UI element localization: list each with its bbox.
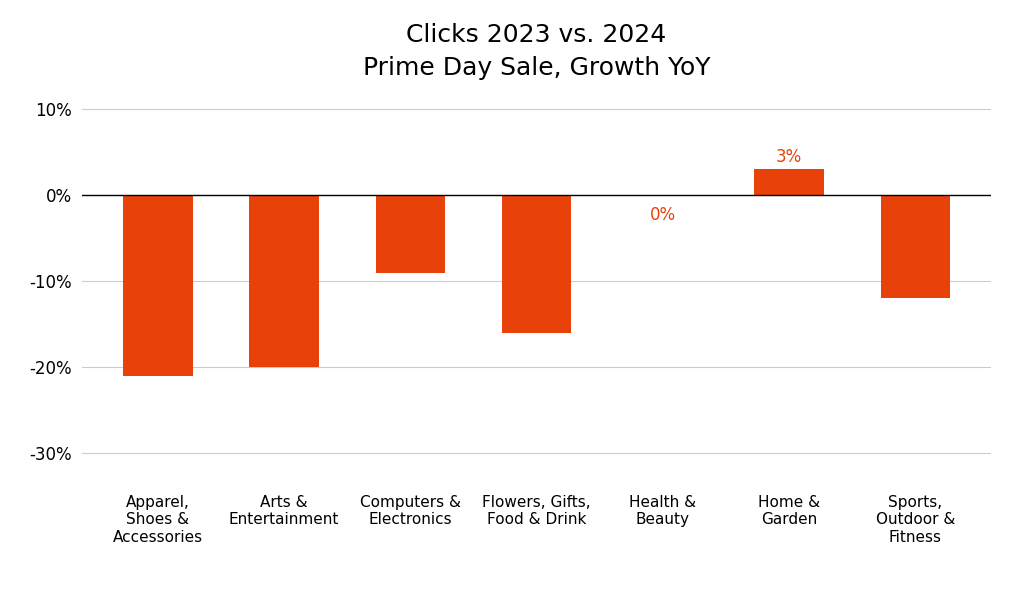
Text: 3%: 3% (776, 148, 802, 166)
Text: -12%: -12% (894, 206, 936, 223)
Bar (123, 195, 192, 376)
Text: -16%: -16% (515, 206, 558, 223)
Text: 0%: 0% (650, 206, 676, 223)
Text: -21%: -21% (137, 206, 179, 223)
Bar (881, 195, 950, 298)
Bar (376, 195, 445, 273)
Title: Clicks 2023 vs. 2024
Prime Day Sale, Growth YoY: Clicks 2023 vs. 2024 Prime Day Sale, Gro… (363, 23, 710, 80)
Bar (502, 195, 571, 333)
Text: -20%: -20% (263, 206, 306, 223)
Text: -9%: -9% (394, 206, 426, 223)
Bar (754, 169, 824, 195)
Bar (249, 195, 319, 367)
